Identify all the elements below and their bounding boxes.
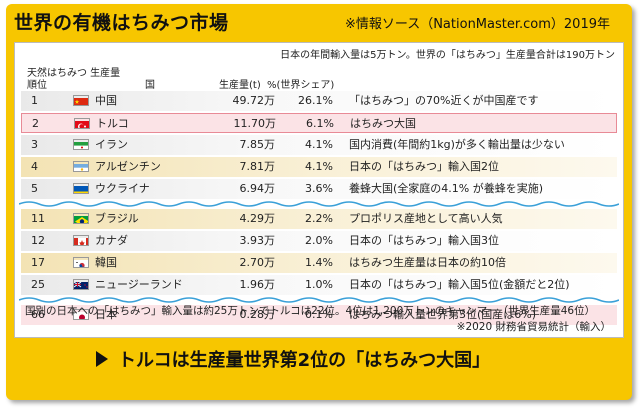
production-cell: 11.70万 xyxy=(233,117,277,130)
footnote: 国別の日本への「はちみつ」輸入量は約25万トンでトルコは22位。4位は1,200… xyxy=(25,305,596,317)
rank-cell: 25 xyxy=(31,278,45,291)
note-cell: はちみつ輸入量世界第3位(国産は6%) xyxy=(349,308,537,321)
table-row: 66 日本 0.28万 0.1% はちみつ輸入量世界第3位(国産は6%) xyxy=(21,305,617,325)
iran-flag-icon xyxy=(73,139,89,150)
summary-banner: トルコは生産量世界第2位の「はちみつ大国」 xyxy=(96,346,490,372)
rank-cell: 1 xyxy=(31,94,38,107)
table-row: 3 イラン 7.85万 4.1% 国内消費(年間約1kg)が多く輸出量は少ない xyxy=(21,135,617,155)
import-note: 日本の年間輸入量は5万トン。世界の「はちみつ」生産量合計は190万トン xyxy=(280,50,615,61)
country-cell: イラン xyxy=(95,138,128,151)
production-cell: 1.96万 xyxy=(239,278,276,291)
rank-cell: 66 xyxy=(31,308,45,321)
footnote-source: ※2020 財務省貿易統計（輸入） xyxy=(456,321,611,333)
note-cell: はちみつ生産量は日本の約10倍 xyxy=(349,256,506,269)
table-row: 1 中国 49.72万 26.1% 「はちみつ」の70%近くが中国産です xyxy=(21,91,617,111)
header-production: 生産量(t) xyxy=(219,80,261,91)
table-row: 11 ブラジル 4.29万 2.2% プロポリス産地として高い人気 xyxy=(21,209,617,229)
canada-flag-icon xyxy=(73,235,89,246)
china-flag-icon xyxy=(73,95,89,106)
country-cell: ニュージーランド xyxy=(95,278,183,291)
banner-text: トルコは生産量世界第2位の「はちみつ大国」 xyxy=(118,350,491,371)
share-cell: 2.2% xyxy=(305,212,333,225)
wave-divider xyxy=(19,201,619,207)
rank-cell: 17 xyxy=(31,256,45,269)
brazil-flag-icon xyxy=(73,213,89,224)
rank-cell: 12 xyxy=(31,234,45,247)
table-row: 4 アルゼンチン 7.81万 4.1% 日本の「はちみつ」輸入国2位 xyxy=(21,157,617,177)
note-cell: 国内消費(年間約1kg)が多く輸出量は少ない xyxy=(349,138,565,151)
header-rank: 順位 xyxy=(27,80,47,91)
share-cell: 26.1% xyxy=(298,94,333,107)
table-row: 25 ニュージーランド 1.96万 1.0% 日本の「はちみつ」輸入国5位(金額… xyxy=(21,275,617,295)
production-cell: 49.72万 xyxy=(232,94,276,107)
ukraine-flag-icon xyxy=(73,183,89,194)
country-cell: ブラジル xyxy=(95,212,139,225)
note-cell: 養蜂大国(全家庭の4.1% が養蜂を実施) xyxy=(349,182,544,195)
rank-cell: 5 xyxy=(31,182,38,195)
rank-cell: 2 xyxy=(32,117,39,130)
rank-cell: 11 xyxy=(31,212,45,225)
new-zealand-flag-icon xyxy=(73,279,89,290)
share-cell: 0.1% xyxy=(305,308,333,321)
header-share: %(世界シェア) xyxy=(267,80,335,91)
turkey-flag-icon xyxy=(74,118,90,129)
country-cell: ウクライナ xyxy=(95,182,150,195)
share-cell: 1.4% xyxy=(305,256,333,269)
table-row: 12 カナダ 3.93万 2.0% 日本の「はちみつ」輸入国3位 xyxy=(21,231,617,251)
share-cell: 4.1% xyxy=(305,138,333,151)
production-cell: 6.94万 xyxy=(239,182,276,195)
card-frame: 世界の有機はちみつ市場 ※情報ソース（NationMaster.com）2019… xyxy=(6,4,632,400)
note-cell: 「はちみつ」の70%近くが中国産です xyxy=(349,94,539,107)
japan-flag-icon xyxy=(73,309,89,320)
share-cell: 2.0% xyxy=(305,234,333,247)
production-cell: 7.81万 xyxy=(239,160,276,173)
share-cell: 3.6% xyxy=(305,182,333,195)
production-cell: 2.70万 xyxy=(239,256,276,269)
table-row: 17 韓国 2.70万 1.4% はちみつ生産量は日本の約10倍 xyxy=(21,253,617,273)
note-cell: 日本の「はちみつ」輸入国2位 xyxy=(349,160,499,173)
share-cell: 4.1% xyxy=(305,160,333,173)
country-cell: 韓国 xyxy=(95,256,117,269)
header-category: 天然はちみつ 生産量 xyxy=(27,68,121,79)
production-cell: 7.85万 xyxy=(239,138,276,151)
table-row-highlighted: 2 トルコ 11.70万 6.1% はちみつ大国 xyxy=(21,113,617,133)
country-cell: カナダ xyxy=(95,234,128,247)
country-cell: アルゼンチン xyxy=(95,160,161,173)
production-cell: 0.28万 xyxy=(239,308,276,321)
share-cell: 6.1% xyxy=(306,117,334,130)
rank-cell: 3 xyxy=(31,138,38,151)
country-cell: トルコ xyxy=(96,117,129,130)
wave-divider xyxy=(19,297,619,303)
note-cell: プロポリス産地として高い人気 xyxy=(349,212,503,225)
table-panel: 日本の年間輸入量は5万トン。世界の「はちみつ」生産量合計は190万トン 天然はち… xyxy=(14,42,624,338)
korea-flag-icon xyxy=(73,257,89,268)
source-note: ※情報ソース（NationMaster.com）2019年 xyxy=(344,17,610,32)
page-title: 世界の有機はちみつ市場 xyxy=(14,12,229,34)
note-cell: 日本の「はちみつ」輸入国5位(金額だと2位) xyxy=(349,278,570,291)
production-cell: 3.93万 xyxy=(239,234,276,247)
argentina-flag-icon xyxy=(73,161,89,172)
production-cell: 4.29万 xyxy=(239,212,276,225)
header-country: 国 xyxy=(145,80,155,91)
rank-cell: 4 xyxy=(31,160,38,173)
share-cell: 1.0% xyxy=(305,278,333,291)
country-cell: 日本 xyxy=(95,308,117,321)
country-cell: 中国 xyxy=(95,94,117,107)
table-row: 5 ウクライナ 6.94万 3.6% 養蜂大国(全家庭の4.1% が養蜂を実施) xyxy=(21,179,617,199)
triangle-icon xyxy=(96,351,108,367)
note-cell: はちみつ大国 xyxy=(350,117,416,130)
note-cell: 日本の「はちみつ」輸入国3位 xyxy=(349,234,499,247)
